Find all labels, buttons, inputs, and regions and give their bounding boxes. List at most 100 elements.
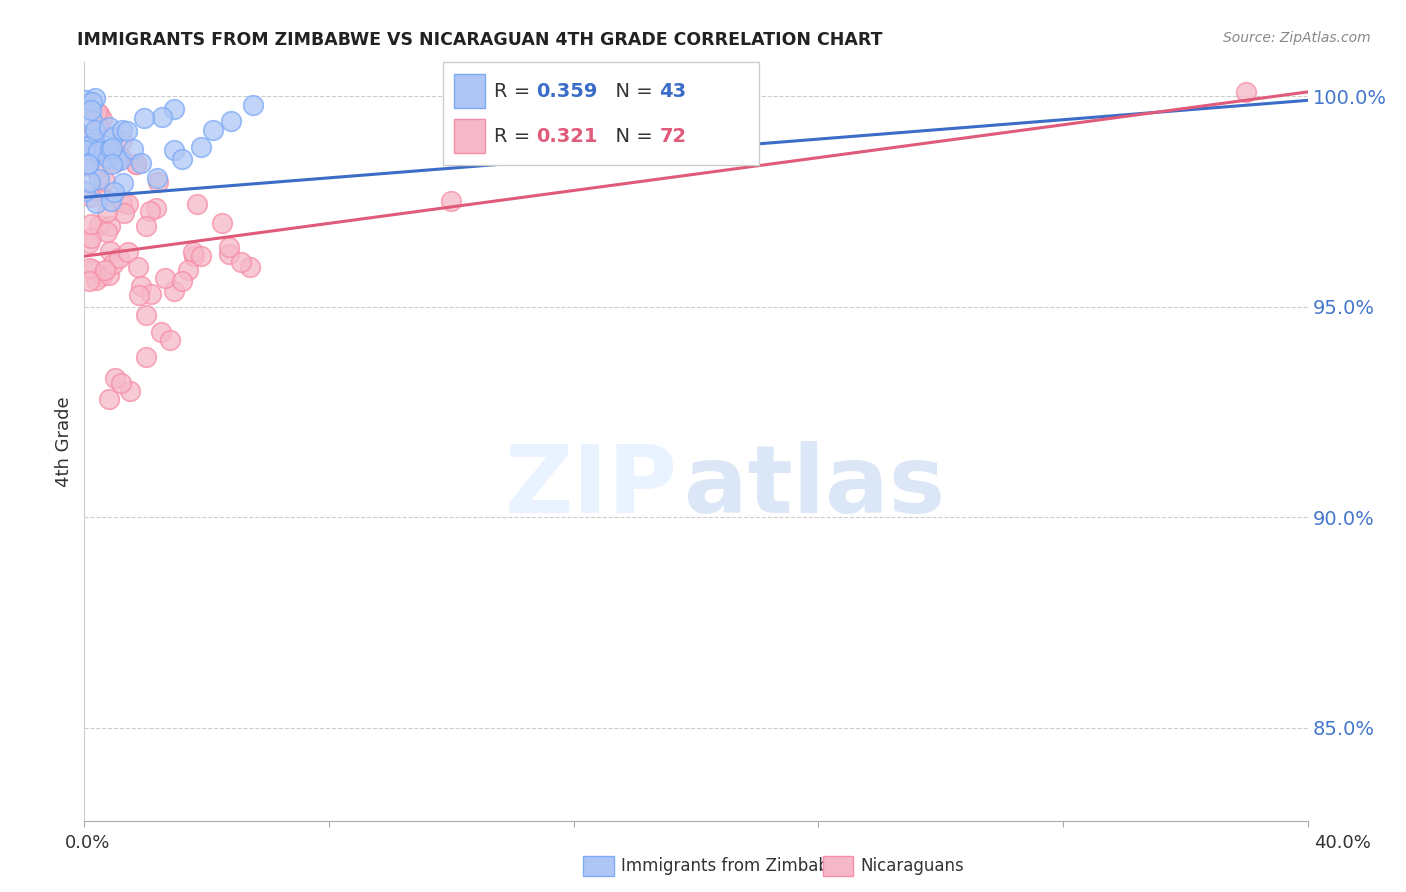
Point [150, 111, 173, 125]
Point [190, 249, 212, 263]
Point [117, 124, 139, 138]
Text: ZIP: ZIP [505, 441, 678, 533]
Point [73, 148, 96, 162]
Point [146, 175, 169, 189]
Text: IMMIGRANTS FROM ZIMBABWE VS NICARAGUAN 4TH GRADE CORRELATION CHART: IMMIGRANTS FROM ZIMBABWE VS NICARAGUAN 4… [77, 31, 883, 49]
Point [75, 143, 97, 157]
Point [84, 195, 107, 210]
Point [101, 141, 124, 155]
Point [96, 205, 118, 219]
Point [98, 144, 121, 158]
Point [80, 103, 103, 118]
Point [83, 122, 105, 136]
Point [145, 201, 167, 215]
Point [77, 275, 100, 289]
Text: 0.321: 0.321 [536, 127, 598, 145]
Point [80, 95, 103, 110]
Point [76, 157, 98, 171]
Point [181, 245, 204, 260]
Point [108, 251, 131, 265]
Point [91, 268, 114, 283]
Point [110, 150, 132, 164]
Point [128, 287, 150, 301]
Point [84, 90, 107, 104]
Point [80, 217, 103, 231]
Text: N =: N = [603, 127, 659, 145]
Point [104, 371, 127, 385]
Point [82, 263, 104, 277]
Point [96, 225, 118, 239]
Point [183, 249, 205, 263]
Point [79, 175, 101, 189]
Point [89, 218, 111, 232]
Point [163, 143, 186, 157]
Point [177, 263, 200, 277]
Point [218, 240, 240, 254]
Point [135, 308, 157, 322]
Point [139, 286, 162, 301]
Point [87, 145, 110, 159]
Point [135, 351, 157, 365]
Point [218, 247, 240, 261]
Point [101, 257, 124, 271]
Y-axis label: 4th Grade: 4th Grade [55, 396, 73, 487]
Point [101, 156, 124, 170]
Point [98, 268, 121, 282]
Point [127, 260, 149, 274]
Point [139, 203, 162, 218]
Point [120, 384, 142, 398]
Point [111, 122, 134, 136]
Point [75, 93, 97, 107]
Point [80, 189, 103, 203]
Point [84, 163, 107, 178]
Point [98, 120, 121, 134]
Point [134, 111, 156, 125]
Point [1236, 85, 1258, 99]
Point [239, 260, 262, 274]
Point [135, 219, 157, 234]
Text: 0.0%: 0.0% [65, 834, 110, 852]
Point [146, 170, 169, 185]
Point [103, 130, 125, 145]
Point [98, 244, 121, 258]
Point [100, 142, 122, 156]
Point [80, 113, 103, 128]
Point [89, 172, 111, 186]
Text: Immigrants from Zimbabwe: Immigrants from Zimbabwe [621, 857, 853, 875]
Point [87, 106, 110, 120]
Point [86, 105, 108, 120]
Point [242, 97, 264, 112]
Point [201, 123, 224, 137]
Point [121, 142, 143, 156]
Point [77, 156, 100, 170]
Text: N =: N = [603, 82, 659, 101]
Point [103, 185, 125, 199]
Text: Nicaraguans: Nicaraguans [860, 857, 965, 875]
Point [105, 152, 128, 166]
Point [77, 235, 100, 250]
Point [125, 157, 148, 171]
Point [89, 185, 111, 199]
Point [98, 219, 121, 233]
Point [153, 271, 176, 285]
Point [172, 153, 194, 167]
Point [73, 130, 96, 145]
Point [77, 139, 100, 153]
Point [100, 194, 122, 209]
Point [91, 112, 114, 127]
Text: 72: 72 [659, 127, 686, 145]
Point [159, 334, 181, 348]
Point [186, 196, 208, 211]
Point [110, 133, 132, 147]
Point [440, 194, 463, 209]
Point [112, 206, 135, 220]
Text: R =: R = [494, 127, 536, 145]
Point [163, 284, 186, 298]
Point [93, 174, 115, 188]
Point [111, 194, 134, 209]
Point [172, 275, 194, 289]
Point [97, 152, 120, 166]
Point [86, 145, 108, 160]
Point [107, 150, 129, 164]
Point [117, 196, 139, 211]
